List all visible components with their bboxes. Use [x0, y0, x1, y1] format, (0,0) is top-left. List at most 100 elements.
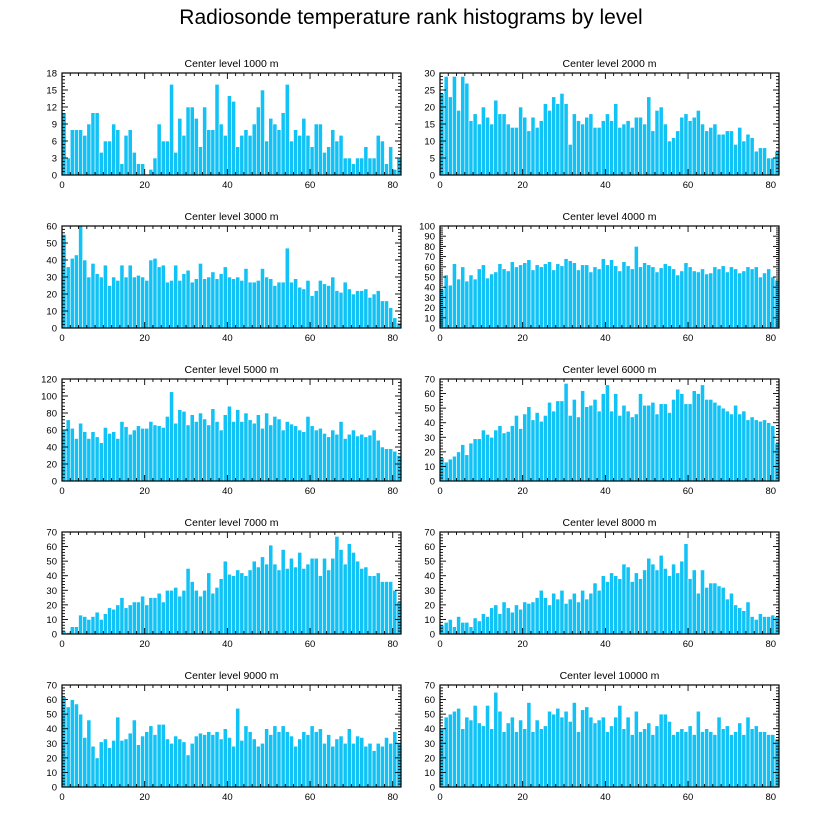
histogram-bar	[724, 130, 730, 176]
histogram-bar	[733, 404, 738, 482]
histogram-bar	[82, 259, 88, 329]
histogram-bar	[679, 270, 685, 329]
histogram-bar	[251, 560, 257, 635]
histogram-bar	[169, 391, 174, 482]
histogram-bar	[700, 731, 705, 788]
histogram-bar	[646, 404, 652, 482]
histogram-bar	[235, 276, 241, 329]
histogram-bar	[691, 734, 697, 788]
y-tick-label: 10	[46, 768, 57, 779]
histogram-bar	[447, 458, 453, 482]
histogram-bar	[675, 731, 681, 788]
histogram-bar	[346, 288, 352, 329]
histogram-bar	[563, 710, 569, 788]
histogram-bar	[452, 626, 457, 635]
histogram-bar	[131, 276, 137, 329]
histogram-bar	[111, 123, 117, 176]
histogram-bar	[346, 728, 352, 788]
histogram-bar	[646, 722, 652, 788]
histogram-bar	[94, 757, 100, 788]
histogram-bar	[613, 716, 619, 788]
histogram-bar	[766, 422, 772, 482]
histogram-bar	[654, 725, 660, 788]
histogram-bar	[770, 734, 776, 788]
histogram-bar	[156, 724, 162, 788]
histogram-bar	[613, 265, 619, 329]
histogram-bar	[272, 563, 278, 635]
histogram-bar	[264, 140, 270, 176]
y-tick-label: 6	[52, 137, 57, 148]
histogram-bar	[251, 123, 257, 176]
y-tick-label: 70	[424, 252, 435, 263]
histogram-bar	[173, 152, 179, 176]
histogram-bar	[338, 291, 344, 329]
histogram-bar	[380, 745, 385, 788]
histogram-bar	[371, 429, 377, 482]
histogram-bar	[447, 96, 453, 176]
histogram-bar	[214, 278, 220, 329]
y-tick-label: 80	[46, 409, 57, 420]
histogram-bar	[65, 266, 71, 329]
histogram-bar	[119, 163, 125, 176]
histogram-bar	[481, 264, 486, 329]
histogram-bar	[189, 742, 195, 788]
histogram-bar	[74, 703, 79, 788]
histogram-bar	[346, 157, 352, 176]
histogram-bar	[189, 581, 195, 635]
histogram-bar	[576, 120, 581, 176]
histogram-bar	[342, 281, 348, 329]
histogram-bar	[505, 722, 511, 788]
histogram-bar	[90, 616, 96, 635]
histogram-bar	[177, 280, 183, 329]
histogram-bar	[206, 731, 212, 788]
histogram-bar	[218, 578, 224, 635]
histogram-bar	[538, 266, 544, 329]
histogram-bar	[94, 273, 100, 329]
histogram-bar	[563, 383, 569, 482]
histogram-bar	[555, 708, 561, 788]
histogram-bar	[501, 113, 507, 176]
histogram-bar	[555, 598, 561, 635]
histogram-bar	[367, 297, 373, 329]
y-tick-label: 60	[46, 542, 57, 553]
histogram-bar	[576, 731, 581, 788]
histogram-bar	[580, 390, 585, 482]
histogram-bar	[638, 266, 643, 329]
histogram-bar	[712, 266, 718, 329]
histogram-bar	[235, 409, 241, 482]
histogram-bar	[481, 106, 486, 176]
histogram-bar	[642, 404, 648, 482]
histogram-bar	[355, 290, 360, 329]
histogram-bar	[181, 135, 187, 176]
histogram-bar	[609, 572, 614, 635]
histogram-bar	[359, 290, 365, 329]
histogram-bar	[293, 566, 298, 635]
histogram-bar	[522, 601, 528, 635]
y-tick-label: 50	[46, 710, 57, 721]
histogram-panel: Center level 6000 m 0 20 40 60 80 0 10 20 30 40 50 6…	[424, 364, 780, 497]
histogram-bar	[239, 280, 245, 329]
x-tick-label: 60	[305, 333, 316, 344]
histogram-bar	[388, 146, 394, 176]
histogram-bar	[509, 611, 515, 635]
histogram-bar	[679, 728, 685, 788]
histogram-bar	[729, 413, 734, 482]
histogram-bar	[156, 266, 162, 329]
histogram-bar	[667, 140, 672, 176]
histogram-bar	[505, 123, 511, 176]
y-tick-label: 20	[46, 753, 57, 764]
histogram-bar	[326, 569, 332, 635]
histogram-bar	[202, 106, 207, 176]
histogram-bar	[268, 278, 274, 329]
histogram-bar	[86, 438, 92, 482]
histogram-bar	[530, 601, 536, 635]
histogram-bar	[218, 123, 224, 176]
histogram-bar	[193, 118, 199, 176]
histogram-bar	[268, 118, 274, 176]
histogram-bar	[264, 276, 270, 329]
histogram-bar	[144, 604, 150, 635]
histogram-bar	[476, 722, 482, 788]
histogram-bar	[667, 721, 672, 788]
histogram-bar	[625, 265, 631, 329]
histogram-bar	[363, 288, 369, 329]
